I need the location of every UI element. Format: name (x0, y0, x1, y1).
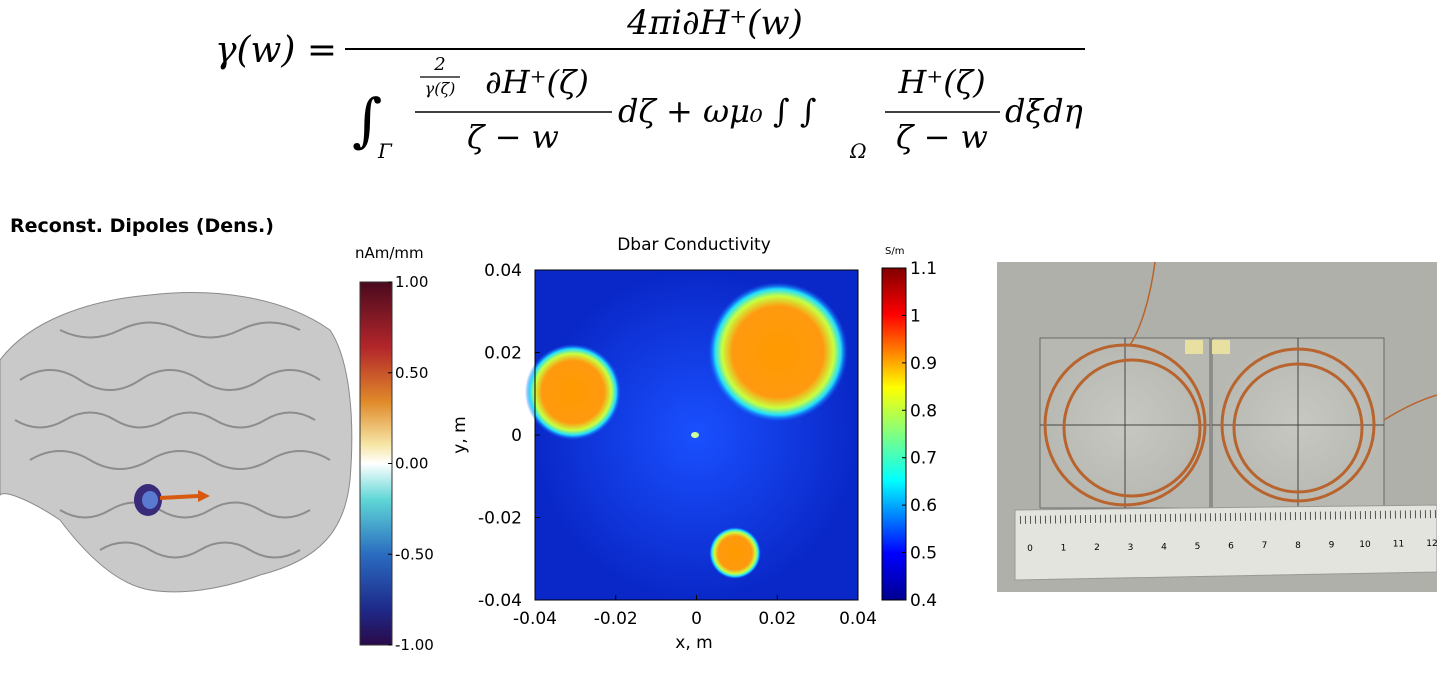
dipoles-colorbar-unit: nAm/mm (355, 244, 424, 262)
dbar-title: Dbar Conductivity (617, 235, 771, 255)
frac2-denominator: ζ − w (896, 118, 988, 156)
x-tick-label: 0.04 (839, 609, 877, 629)
x-tick-label: 0.02 (758, 609, 796, 629)
ruler-label: 4 (1161, 542, 1167, 552)
colorbar-tick-label: 0.8 (910, 401, 937, 421)
ruler-label: 8 (1295, 541, 1301, 551)
integral: ∫ (352, 86, 382, 154)
colorbar-tick-label: 0.9 (910, 354, 937, 374)
dipoles-colorbar (359, 281, 393, 646)
dipoles-title: Reconst. Dipoles (Dens.) (10, 215, 274, 237)
y-tick-label: 0 (511, 426, 522, 446)
formula-numerator: 4πi∂H⁺(w) (626, 3, 803, 43)
colorbar-label: 0.00 (395, 455, 428, 473)
dbar-ylabel: y, m (450, 416, 470, 453)
ruler-label: 12 (1426, 539, 1437, 549)
frac1-numerator: ∂H⁺(ζ) (485, 63, 589, 101)
colorbar-label: -1.00 (395, 636, 434, 654)
frac2-numerator: H⁺(ζ) (897, 63, 985, 101)
formula-tail: dξdη (1005, 92, 1083, 130)
ruler-label: 0 (1027, 544, 1033, 554)
ruler-label: 2 (1094, 543, 1100, 553)
colorbar-tick-label: 0.4 (910, 591, 937, 611)
colorbar-tick-label: 1 (910, 306, 921, 326)
y-tick-label: -0.04 (478, 591, 522, 611)
ruler-label: 11 (1393, 540, 1404, 550)
x-tick-label: 0 (691, 609, 702, 629)
coef-denominator: γ(ζ) (425, 79, 456, 98)
ruler-label: 7 (1262, 541, 1268, 551)
ruler-label: 5 (1195, 542, 1201, 552)
colorbar-tick-label: 0.5 (910, 544, 937, 564)
colorbar-tick-label: 1.1 (910, 259, 937, 279)
colorbar-tick-label: 0.6 (910, 496, 937, 516)
ruler-label: 9 (1329, 540, 1335, 550)
colorbar-tick-label: 0.7 (910, 449, 937, 469)
dipoles-colorbar-ticks: 1.00 0.50 0.00 -0.50 -1.00 (388, 273, 434, 654)
dbar-heatmap (525, 270, 858, 600)
ruler-labels: 0 1 2 3 4 5 6 7 8 9 10 11 12 (1027, 539, 1437, 554)
dbar-colorbar (881, 267, 907, 601)
brain (0, 292, 353, 593)
y-tick-label: -0.02 (478, 509, 522, 529)
ruler-label: 10 (1359, 540, 1371, 550)
ruler-label: 6 (1228, 542, 1234, 552)
colorbar-label: -0.50 (395, 545, 434, 563)
dbar-colorbar-unit: S/m (885, 246, 904, 257)
ruler-label: 1 (1061, 544, 1067, 554)
ruler-label: 3 (1128, 543, 1134, 553)
photo (997, 261, 1437, 592)
integral2-subscript: Ω (849, 139, 867, 163)
formula-middle: dζ + ωμ₀ ∫ ∫ (618, 92, 816, 130)
y-tick-label: 0.04 (484, 261, 522, 281)
x-tick-label: -0.04 (513, 609, 557, 629)
formula: γ(w) = 4πi∂H⁺(w) ∫ Γ 2 γ(ζ) ∂H⁺(ζ) ζ − w… (215, 3, 1085, 163)
dbar-xlabel: x, m (675, 633, 712, 653)
dbar-ticks: -0.04 -0.02 0 0.02 0.04 -0.04 -0.02 0 0.02 0.04 0.… (478, 259, 937, 629)
colorbar-label: 1.00 (395, 273, 428, 291)
colorbar-label: 0.50 (395, 364, 428, 382)
integral-subscript: Γ (377, 139, 393, 163)
formula-lhs: γ(w) = (215, 30, 337, 71)
frac1-denominator: ζ − w (467, 118, 559, 156)
x-tick-label: -0.02 (594, 609, 638, 629)
y-tick-label: 0.02 (484, 344, 522, 364)
coef-numerator: 2 (433, 54, 445, 75)
